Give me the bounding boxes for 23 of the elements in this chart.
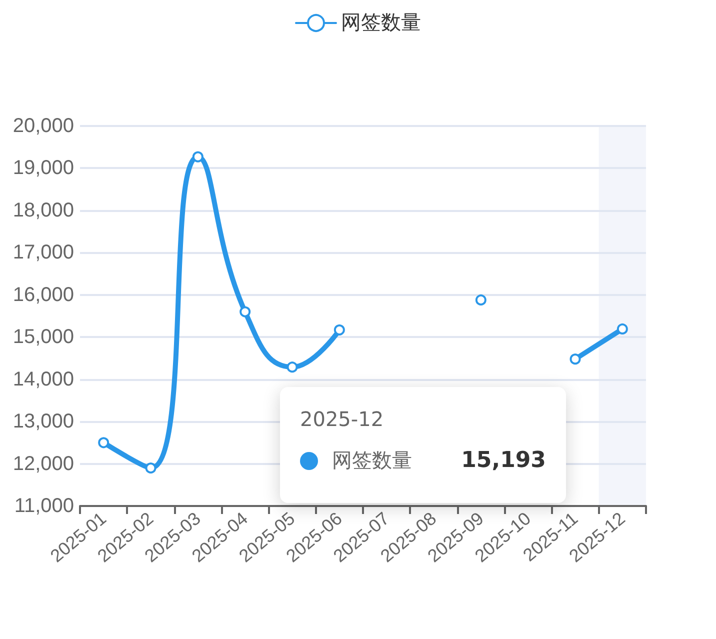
point xyxy=(570,354,581,365)
point xyxy=(475,294,486,306)
point xyxy=(240,306,251,318)
point xyxy=(334,324,345,336)
y-tick-label: 14,000 xyxy=(12,368,74,390)
point xyxy=(286,362,298,373)
y-tick-label: 20,000 xyxy=(12,115,74,137)
y-tick-label: 13,000 xyxy=(12,410,74,433)
annotation: 2025-12 xyxy=(300,407,385,431)
legend-label: 网签数量 xyxy=(341,12,421,34)
y-tick-label: 12,000 xyxy=(12,452,74,475)
y-tick-label: 19,000 xyxy=(12,157,74,180)
y-tick-label: 15,000 xyxy=(12,326,74,348)
y-tick-label: 18,000 xyxy=(12,199,74,222)
point xyxy=(145,462,156,474)
annotation: 网签数量 xyxy=(332,447,413,474)
y-tick-label: 11,000 xyxy=(14,495,74,517)
y-tick-label: 16,000 xyxy=(12,284,74,306)
annotation: 15,193 xyxy=(461,448,546,473)
point xyxy=(616,323,628,334)
y-tick-label: 17,000 xyxy=(12,242,74,264)
point xyxy=(98,437,110,448)
point xyxy=(192,151,204,162)
